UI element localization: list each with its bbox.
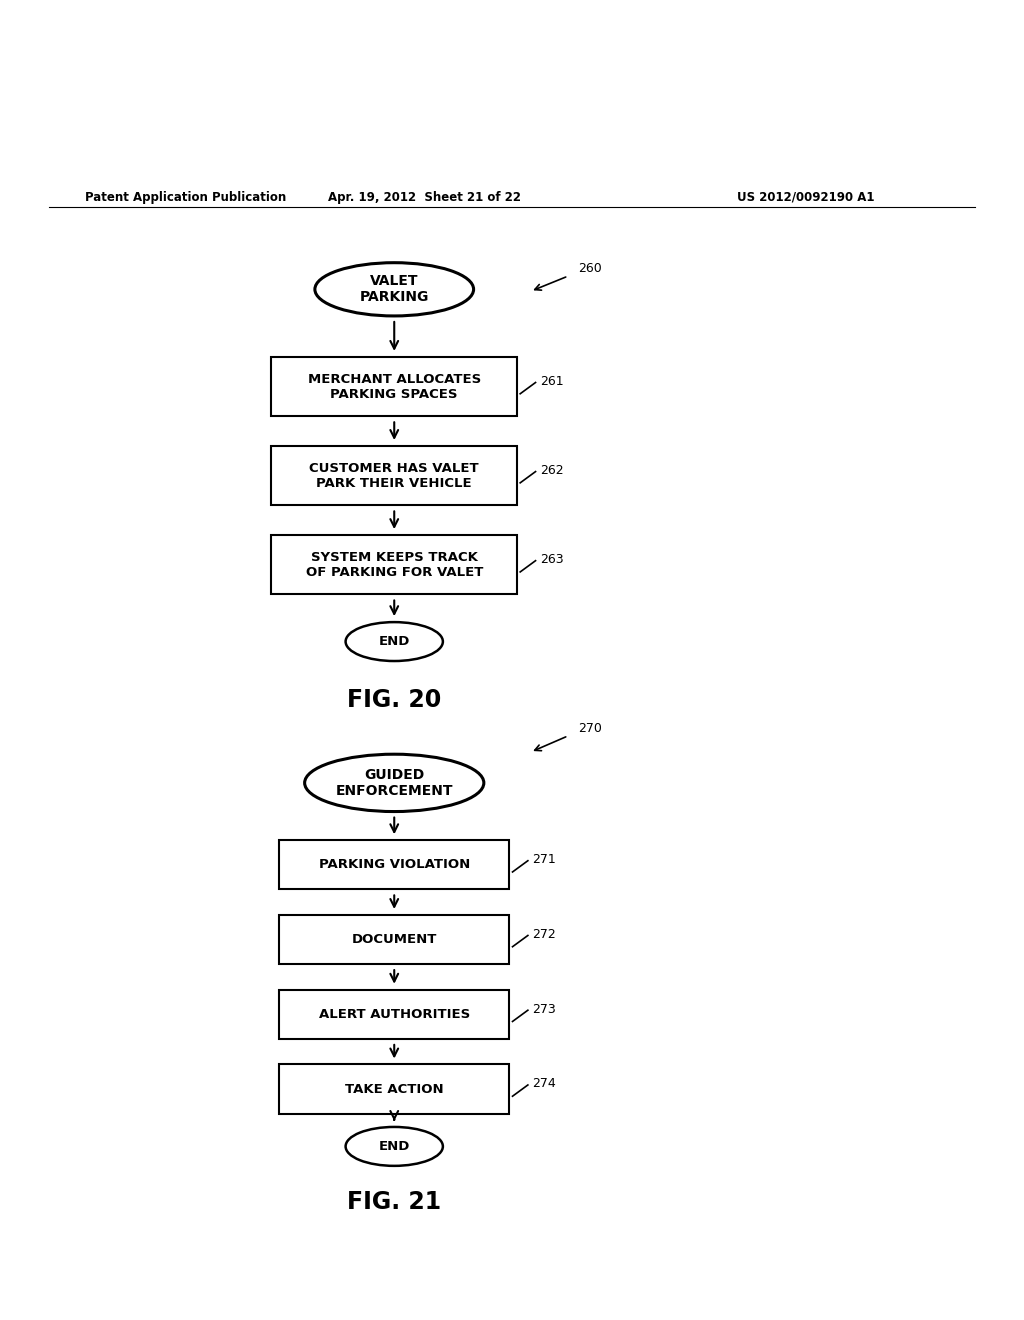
Text: TAKE ACTION: TAKE ACTION	[345, 1082, 443, 1096]
Text: SYSTEM KEEPS TRACK
OF PARKING FOR VALET: SYSTEM KEEPS TRACK OF PARKING FOR VALET	[305, 550, 483, 578]
Bar	[271, 446, 517, 506]
Bar	[271, 356, 517, 416]
Bar	[279, 841, 510, 890]
Text: DOCUMENT: DOCUMENT	[351, 933, 437, 946]
Text: 271: 271	[532, 853, 556, 866]
Text: FIG. 21: FIG. 21	[347, 1191, 441, 1214]
Text: 262: 262	[540, 465, 563, 477]
Text: 263: 263	[540, 553, 563, 566]
Text: 272: 272	[532, 928, 556, 941]
Text: ALERT AUTHORITIES: ALERT AUTHORITIES	[318, 1007, 470, 1020]
Text: 273: 273	[532, 1003, 556, 1015]
Text: 260: 260	[579, 263, 602, 276]
Text: US 2012/0092190 A1: US 2012/0092190 A1	[737, 190, 874, 203]
Bar	[279, 915, 510, 964]
Text: END: END	[379, 635, 410, 648]
Text: CUSTOMER HAS VALET
PARK THEIR VEHICLE: CUSTOMER HAS VALET PARK THEIR VEHICLE	[309, 462, 479, 490]
Text: END: END	[379, 1140, 410, 1152]
Text: 270: 270	[579, 722, 602, 735]
Text: PARKING VIOLATION: PARKING VIOLATION	[318, 858, 470, 871]
Bar	[271, 535, 517, 594]
Text: 274: 274	[532, 1077, 556, 1090]
Text: VALET
PARKING: VALET PARKING	[359, 275, 429, 305]
Text: 261: 261	[540, 375, 563, 388]
Bar	[279, 990, 510, 1039]
Text: MERCHANT ALLOCATES
PARKING SPACES: MERCHANT ALLOCATES PARKING SPACES	[307, 372, 481, 400]
Text: Apr. 19, 2012  Sheet 21 of 22: Apr. 19, 2012 Sheet 21 of 22	[329, 190, 521, 203]
Text: FIG. 20: FIG. 20	[347, 688, 441, 711]
Text: GUIDED
ENFORCEMENT: GUIDED ENFORCEMENT	[336, 768, 453, 799]
Text: Patent Application Publication: Patent Application Publication	[85, 190, 287, 203]
Bar	[279, 1064, 510, 1114]
